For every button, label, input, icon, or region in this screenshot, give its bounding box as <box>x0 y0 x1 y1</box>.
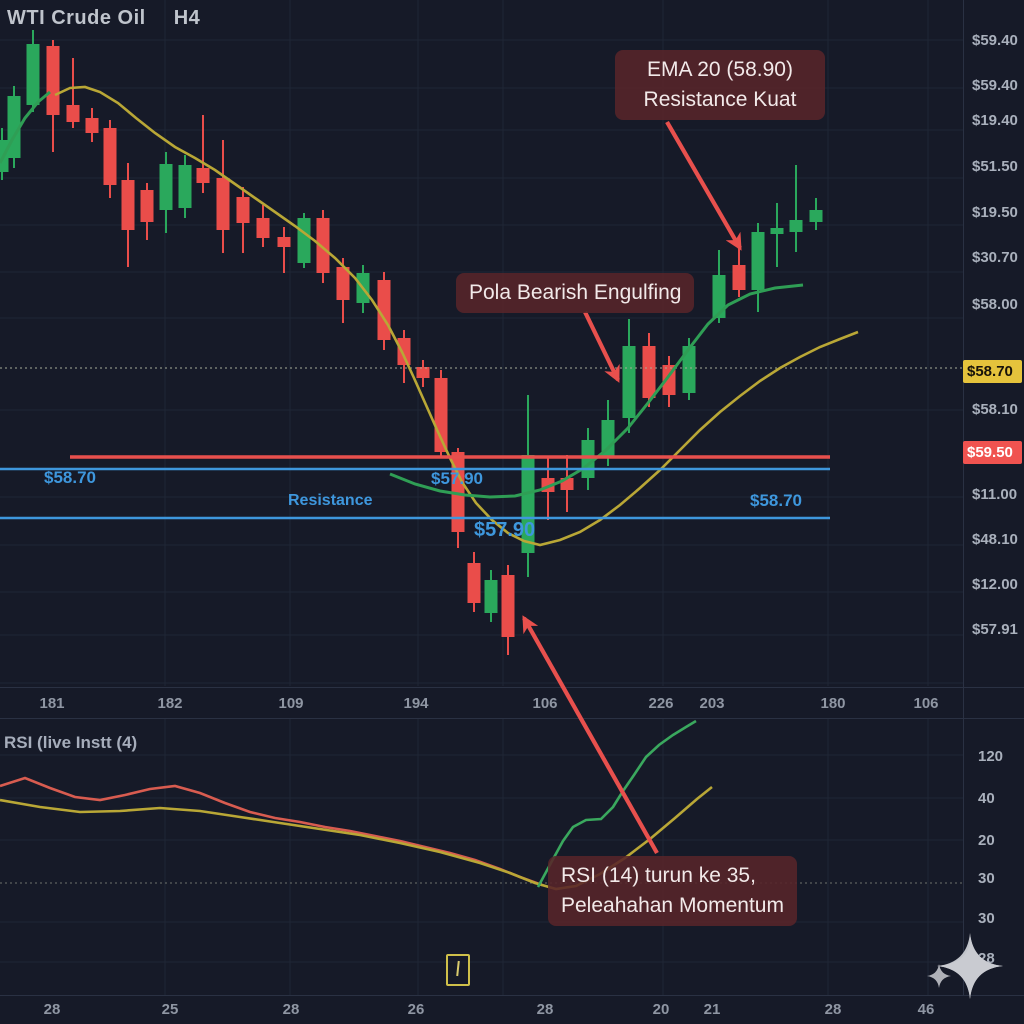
annotation-line: Peleahahan Momentum <box>561 894 784 917</box>
price-label-5790-lower: $57.90 <box>474 519 536 541</box>
time-axis-label: 20 <box>652 1001 670 1018</box>
time-axis-label: 26 <box>407 1001 425 1018</box>
time-axis-label: 226 <box>648 695 674 712</box>
chart-legend: WTI Crude Oil H4 <box>7 7 200 30</box>
rsi-axis-label: 40 <box>978 790 995 807</box>
bottom-axis-border <box>0 995 1024 996</box>
price-axis-border <box>963 0 964 995</box>
price-axis-label: $19.50 <box>972 204 1018 221</box>
time-axis-label: 106 <box>532 695 558 712</box>
time-axis-label: 109 <box>278 695 304 712</box>
price-axis-label: $59.40 <box>972 77 1018 94</box>
price-chart-pane[interactable] <box>0 0 1024 688</box>
price-label-5790-upper: $57.90 <box>431 469 483 488</box>
annotation-line: Resistance Kuat <box>643 88 797 111</box>
resistance-text-label: Resistance <box>288 492 373 509</box>
time-axis-label: 28 <box>536 1001 554 1018</box>
price-badge: $58.70 <box>963 360 1022 383</box>
annotation-ema-resistance[interactable]: EMA 20 (58.90) Resistance Kuat <box>615 50 825 120</box>
time-axis-label: 25 <box>161 1001 179 1018</box>
support-price-label-left: $58.70 <box>44 468 96 487</box>
symbol-name[interactable]: WTI Crude Oil <box>7 7 146 29</box>
annotation-rsi-momentum[interactable]: RSI (14) turun ke 35, Peleahahan Momentu… <box>548 856 797 926</box>
sparkle-watermark-icon <box>927 933 1003 999</box>
timeframe-label[interactable]: H4 <box>173 7 201 29</box>
rsi-indicator-pane[interactable] <box>0 718 1024 995</box>
time-axis-label: 46 <box>917 1001 935 1018</box>
rsi-axis-label: 120 <box>978 748 1004 765</box>
annotation-line: EMA 20 (58.90) <box>647 58 793 81</box>
price-axis-label: $57.91 <box>972 621 1018 638</box>
price-axis-label: $11.00 <box>972 486 1018 503</box>
time-axis-label: 106 <box>913 695 939 712</box>
price-axis-label: $12.00 <box>972 576 1018 593</box>
price-badge: $59.50 <box>963 441 1022 464</box>
price-axis-label: $51.50 <box>972 158 1018 175</box>
annotation-line: Pola Bearish Engulfing <box>469 281 682 304</box>
time-axis-label: 28 <box>824 1001 842 1018</box>
rsi-falling-line <box>0 776 543 887</box>
support-price-label-right: $58.70 <box>750 491 802 510</box>
price-axis-label: $30.70 <box>972 249 1018 266</box>
price-axis-label: $19.40 <box>972 112 1018 129</box>
time-axis-label: 203 <box>699 695 725 712</box>
rsi-pane-top-border <box>0 718 1024 719</box>
rsi-axis-label: 30 <box>978 910 995 927</box>
price-axis-label: $58.10 <box>972 401 1018 418</box>
drawing-tool-marker-icon[interactable] <box>446 954 470 986</box>
price-axis-label: $48.10 <box>972 531 1018 548</box>
time-axis-label: 21 <box>703 1001 721 1018</box>
pane-divider <box>0 687 1024 688</box>
rsi-axis-label: 30 <box>978 870 995 887</box>
time-axis-label: 180 <box>820 695 846 712</box>
time-axis-label: 28 <box>282 1001 300 1018</box>
time-axis-label: 194 <box>403 695 429 712</box>
time-axis-label: 28 <box>43 1001 61 1018</box>
rsi-indicator-label[interactable]: RSI (live Instt (4) <box>4 733 138 752</box>
annotation-bearish-engulfing[interactable]: Pola Bearish Engulfing <box>456 273 695 313</box>
time-axis-label: 181 <box>39 695 65 712</box>
time-axis-label: 182 <box>157 695 183 712</box>
annotation-line: RSI (14) turun ke 35, <box>561 864 756 887</box>
price-axis-label: $58.00 <box>972 296 1018 313</box>
price-axis-label: $59.40 <box>972 32 1018 49</box>
rsi-axis-label: 20 <box>978 832 995 849</box>
